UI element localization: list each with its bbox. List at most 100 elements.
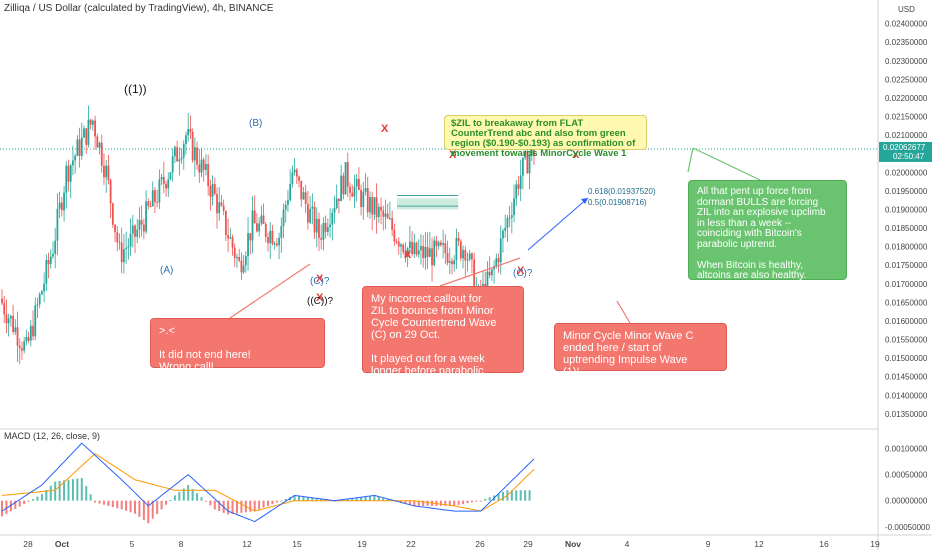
macd-hist-bar [315,498,318,501]
macd-hist-bar [18,500,21,507]
time-tick-label: 15 [292,539,302,549]
candle-body [488,271,491,276]
candle-body [100,142,103,166]
candle-body [528,155,531,174]
candle-body [165,183,167,189]
macd-hist-bar [173,495,176,501]
macd-hist-bar [209,500,212,506]
candle-body [149,206,152,208]
candle-body [111,203,114,225]
candle-body [189,128,192,132]
macd-hist-bar [497,493,500,501]
price-tick-label: 0.01400000 [885,391,928,400]
candle-body [315,218,318,233]
wave-label-c-single: (C)? [310,276,330,287]
red-callout-wrong-call: >.< It did not end here! Wrong call! [150,318,325,373]
macd-hist-bar [27,500,30,502]
macd-hist-bar [275,500,278,503]
macd-hist-bar [98,500,101,504]
macd-tick-label: 0.00100000 [885,444,928,453]
macd-hist-bar [54,481,57,501]
candle-body [271,230,274,245]
candle-body [202,159,205,170]
macd-hist-bar [373,495,376,501]
countdown-text: 02:50:47 [893,152,925,161]
macd-hist-bar [386,498,389,501]
candle-body [65,165,68,193]
projection-arrow-line [527,197,589,251]
macd-hist-bar [85,486,88,501]
macd-hist-bar [462,500,465,505]
candle-body [426,247,429,257]
candle-body [169,172,172,180]
candle-body [134,225,136,237]
candle-body [114,224,116,233]
candle-body [320,237,323,240]
candle-body [437,242,440,247]
macd-hist-bar [453,500,456,506]
candle-body [253,210,256,224]
macd-hist-bar [169,500,172,502]
callout-pointer-green [687,147,694,173]
time-tick-label: 19 [357,539,367,549]
candle-body [499,238,502,263]
candle-body [60,202,63,211]
candle-body [340,175,343,202]
candle-body [451,261,453,265]
candle-body [298,176,300,181]
candle-body [87,119,90,145]
price-tick-label: 0.02200000 [885,94,928,103]
candle-body [446,252,449,263]
candle-body [262,215,265,224]
macd-hist-bar [466,500,469,504]
candle-body [471,253,473,260]
candle-body [207,164,210,187]
macd-hist-bar [142,500,145,521]
candle-body [440,242,442,246]
macd-hist-bar [151,500,154,519]
candle-body [278,237,280,246]
macd-hist-bar [302,496,305,501]
candle-body [344,162,347,195]
candle-body [293,169,296,173]
candle-body [400,244,402,247]
price-tick-label: 0.01750000 [885,261,928,270]
candle-body [331,212,334,225]
candle-body [519,175,522,189]
candle-body [355,178,358,187]
candle-body [417,250,420,255]
time-tick-label: 28 [23,539,33,549]
price-tick-label: 0.02100000 [885,131,928,140]
macd-hist-bar [351,498,354,501]
macd-hist-bar [422,500,425,506]
candle-body [14,327,17,333]
candle-body [80,137,83,156]
candle-body [41,291,43,295]
macd-hist-bar [324,499,327,501]
candle-body [240,260,243,273]
candle-body [508,217,511,219]
macd-hist-bar [439,500,442,506]
candle-body [123,249,125,263]
candle-body [218,202,221,214]
price-tick-label: 0.01850000 [885,224,928,233]
macd-hist-bar [515,490,518,501]
candle-body [107,165,110,180]
macd-hist-bar [311,497,314,501]
candle-body [302,192,305,200]
candle-body [229,237,232,239]
candle-body [67,165,70,182]
macd-hist-bar [134,500,136,514]
candle-body [16,327,19,346]
macd-hist-bar [120,500,123,510]
candle-body [495,258,498,267]
macd-hist-bar [280,500,283,502]
candle-body [395,241,398,243]
candle-body [373,197,376,215]
candle-body [200,159,203,173]
candle-body [105,165,108,178]
candle-body [91,120,94,125]
candle-body [171,156,174,173]
macd-hist-bar [519,490,522,501]
